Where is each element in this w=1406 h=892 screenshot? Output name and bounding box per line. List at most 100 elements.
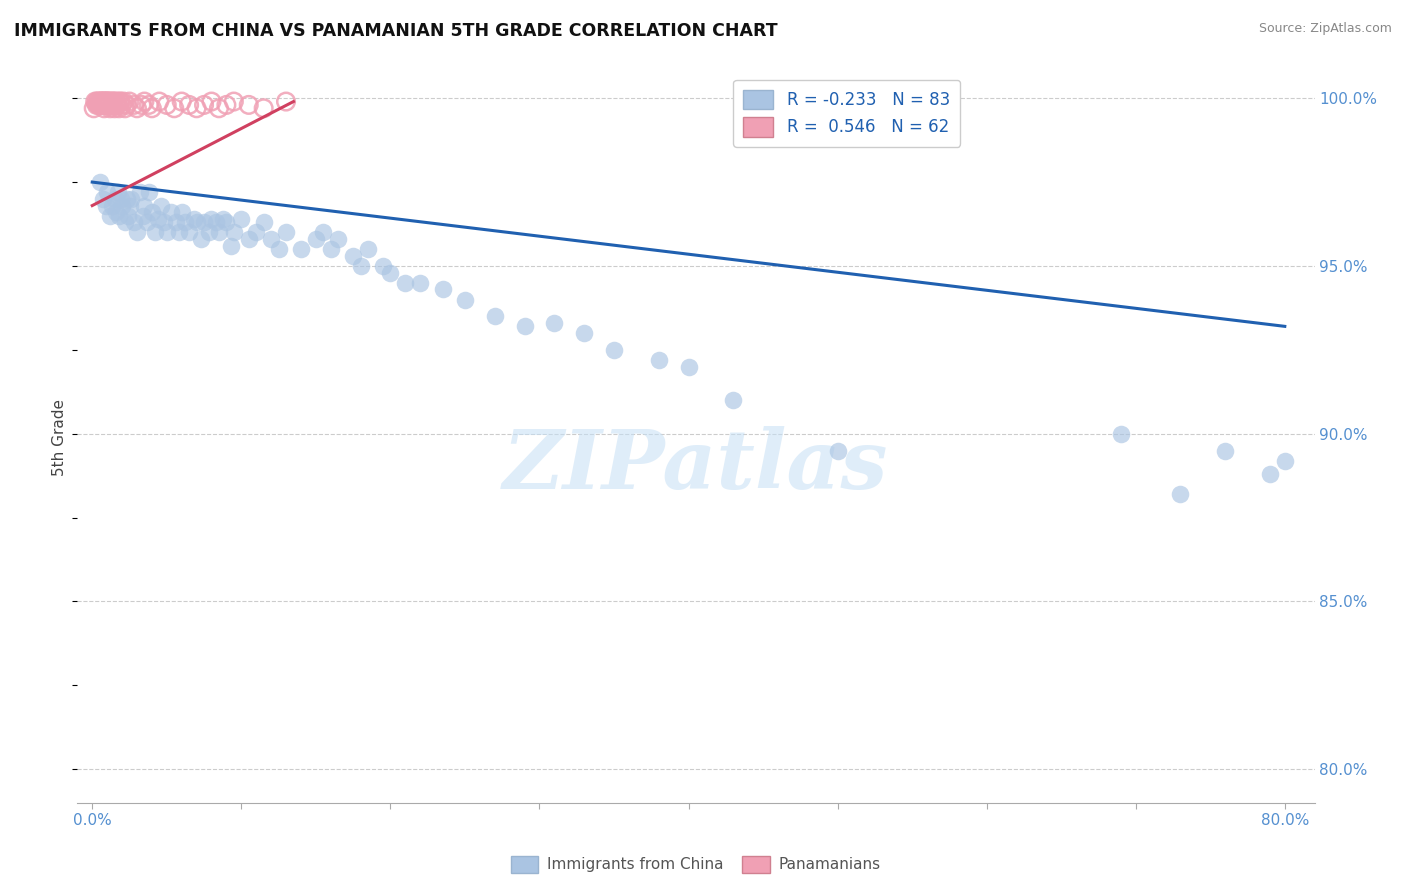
Point: [84, 95, 107, 109]
Point: [167, 226, 190, 240]
Point: [114, 215, 136, 229]
Point: [134, 95, 156, 109]
Point: [101, 98, 124, 112]
Point: [111, 98, 134, 112]
Point: [827, 443, 849, 458]
Point: [94, 98, 117, 112]
Point: [98, 95, 121, 109]
Point: [165, 215, 187, 229]
Point: [96, 185, 118, 199]
Point: [513, 319, 536, 334]
Point: [319, 242, 342, 256]
Point: [83, 101, 105, 115]
Point: [222, 95, 245, 109]
Legend: Immigrants from China, Panamanians: Immigrants from China, Panamanians: [505, 849, 887, 880]
Point: [454, 293, 477, 307]
Point: [245, 226, 267, 240]
Y-axis label: 5th Grade: 5th Grade: [52, 399, 67, 475]
Point: [141, 101, 163, 115]
Point: [107, 185, 129, 199]
Point: [197, 226, 219, 240]
Point: [110, 192, 132, 206]
Point: [97, 98, 120, 112]
Point: [138, 98, 160, 112]
Point: [205, 215, 228, 229]
Point: [96, 98, 118, 112]
Point: [125, 226, 148, 240]
Point: [104, 95, 127, 109]
Point: [94, 95, 117, 109]
Point: [96, 95, 118, 109]
Point: [647, 352, 669, 367]
Point: [129, 185, 152, 199]
Point: [118, 198, 141, 212]
Point: [105, 98, 128, 112]
Point: [222, 226, 245, 240]
Point: [543, 316, 565, 330]
Point: [120, 192, 142, 206]
Point: [149, 198, 172, 212]
Point: [117, 209, 139, 223]
Point: [253, 101, 276, 115]
Point: [156, 226, 179, 240]
Point: [115, 192, 138, 206]
Point: [105, 205, 128, 219]
Point: [146, 212, 169, 227]
Point: [115, 98, 138, 112]
Point: [380, 266, 402, 280]
Point: [89, 95, 111, 109]
Point: [86, 98, 108, 112]
Point: [342, 249, 364, 263]
Point: [104, 101, 127, 115]
Point: [1213, 443, 1236, 458]
Text: Source: ZipAtlas.com: Source: ZipAtlas.com: [1258, 22, 1392, 36]
Point: [200, 95, 222, 109]
Point: [238, 232, 260, 246]
Point: [173, 215, 195, 229]
Point: [87, 95, 110, 109]
Point: [100, 95, 122, 109]
Point: [186, 215, 208, 229]
Point: [193, 98, 215, 112]
Point: [93, 95, 115, 109]
Point: [111, 198, 134, 212]
Point: [349, 259, 371, 273]
Point: [86, 95, 108, 109]
Point: [179, 98, 201, 112]
Point: [114, 101, 136, 115]
Point: [100, 198, 122, 212]
Point: [136, 215, 159, 229]
Point: [305, 232, 328, 246]
Point: [91, 98, 114, 112]
Point: [122, 215, 145, 229]
Point: [484, 310, 506, 324]
Point: [312, 226, 335, 240]
Point: [152, 215, 174, 229]
Point: [94, 198, 117, 212]
Point: [138, 185, 160, 199]
Point: [98, 101, 121, 115]
Point: [1258, 467, 1281, 481]
Point: [93, 101, 115, 115]
Point: [91, 95, 114, 109]
Point: [90, 95, 112, 109]
Point: [122, 98, 145, 112]
Point: [96, 95, 118, 109]
Point: [104, 192, 127, 206]
Point: [125, 101, 148, 115]
Point: [1109, 426, 1132, 441]
Point: [231, 212, 253, 227]
Point: [253, 215, 276, 229]
Point: [371, 259, 394, 273]
Point: [179, 226, 201, 240]
Point: [290, 242, 312, 256]
Point: [572, 326, 595, 340]
Point: [90, 95, 112, 109]
Point: [118, 95, 141, 109]
Point: [183, 212, 205, 227]
Point: [89, 98, 111, 112]
Point: [97, 95, 120, 109]
Point: [108, 209, 131, 223]
Point: [105, 95, 128, 109]
Point: [141, 205, 163, 219]
